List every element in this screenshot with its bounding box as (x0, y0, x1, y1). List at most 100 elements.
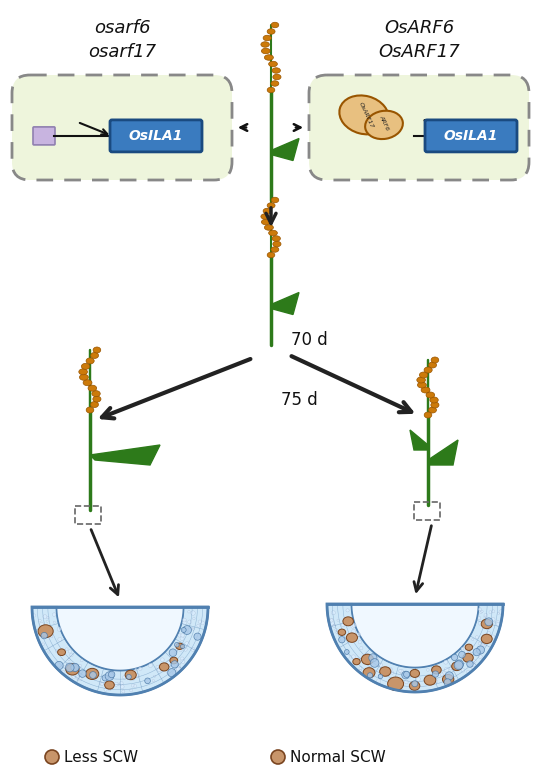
Text: ARF6: ARF6 (378, 114, 390, 131)
Ellipse shape (188, 611, 190, 613)
Ellipse shape (336, 631, 338, 633)
Ellipse shape (171, 660, 174, 662)
Ellipse shape (156, 665, 159, 669)
Ellipse shape (378, 674, 383, 679)
Ellipse shape (351, 636, 354, 639)
Ellipse shape (171, 665, 175, 669)
Ellipse shape (42, 631, 45, 634)
Ellipse shape (114, 682, 118, 687)
Ellipse shape (432, 665, 441, 674)
Ellipse shape (175, 651, 177, 653)
Ellipse shape (499, 610, 504, 614)
Ellipse shape (478, 621, 483, 626)
Ellipse shape (418, 382, 426, 388)
Ellipse shape (191, 647, 195, 651)
Ellipse shape (432, 671, 439, 677)
Ellipse shape (343, 617, 353, 626)
Ellipse shape (359, 666, 362, 669)
Ellipse shape (187, 628, 190, 631)
Ellipse shape (92, 391, 100, 396)
Ellipse shape (477, 646, 485, 654)
Ellipse shape (178, 633, 181, 637)
Ellipse shape (86, 358, 94, 364)
Ellipse shape (68, 658, 70, 661)
Ellipse shape (391, 671, 394, 674)
Ellipse shape (330, 619, 333, 622)
Ellipse shape (263, 208, 271, 213)
Ellipse shape (379, 663, 382, 667)
Ellipse shape (135, 668, 137, 671)
Ellipse shape (497, 620, 499, 623)
Ellipse shape (183, 626, 192, 634)
Ellipse shape (489, 611, 492, 614)
Ellipse shape (481, 610, 483, 612)
Ellipse shape (339, 95, 388, 135)
Ellipse shape (400, 681, 403, 683)
Ellipse shape (461, 655, 466, 659)
Ellipse shape (481, 642, 485, 646)
Ellipse shape (393, 680, 397, 684)
Ellipse shape (445, 672, 453, 680)
Ellipse shape (90, 672, 96, 679)
Ellipse shape (431, 402, 439, 408)
Ellipse shape (91, 353, 98, 358)
Ellipse shape (70, 654, 73, 657)
Ellipse shape (81, 364, 90, 369)
Ellipse shape (90, 401, 98, 407)
Ellipse shape (339, 637, 345, 643)
Ellipse shape (185, 641, 189, 646)
Polygon shape (410, 430, 428, 450)
Ellipse shape (444, 668, 448, 672)
Ellipse shape (134, 684, 137, 687)
Ellipse shape (161, 669, 163, 672)
Ellipse shape (337, 619, 339, 621)
Ellipse shape (71, 663, 79, 672)
Ellipse shape (261, 48, 270, 54)
Ellipse shape (181, 644, 185, 648)
FancyBboxPatch shape (33, 127, 55, 145)
Ellipse shape (428, 362, 437, 368)
Ellipse shape (497, 612, 500, 615)
Text: Normal SCW: Normal SCW (290, 749, 386, 765)
Ellipse shape (41, 633, 48, 639)
Ellipse shape (492, 618, 495, 621)
Ellipse shape (86, 407, 94, 413)
Ellipse shape (138, 667, 142, 670)
Ellipse shape (104, 688, 107, 691)
Ellipse shape (416, 677, 420, 681)
Polygon shape (90, 445, 160, 465)
Ellipse shape (388, 677, 404, 691)
Ellipse shape (148, 663, 153, 668)
Ellipse shape (335, 629, 338, 631)
Ellipse shape (271, 247, 279, 253)
Ellipse shape (478, 642, 481, 645)
Ellipse shape (459, 651, 465, 658)
Ellipse shape (61, 670, 65, 675)
Ellipse shape (485, 634, 488, 637)
Ellipse shape (410, 669, 419, 677)
Ellipse shape (58, 649, 65, 655)
Ellipse shape (358, 640, 362, 644)
Ellipse shape (197, 624, 200, 627)
Ellipse shape (388, 669, 392, 672)
Ellipse shape (173, 671, 176, 675)
Ellipse shape (267, 29, 275, 34)
FancyBboxPatch shape (425, 120, 517, 152)
Ellipse shape (352, 630, 355, 633)
Ellipse shape (365, 654, 369, 658)
Ellipse shape (359, 669, 361, 672)
Ellipse shape (360, 647, 363, 650)
Ellipse shape (53, 621, 55, 623)
Ellipse shape (32, 614, 36, 617)
Ellipse shape (455, 660, 464, 669)
Ellipse shape (351, 655, 355, 659)
Polygon shape (327, 604, 503, 692)
FancyBboxPatch shape (309, 75, 529, 180)
Ellipse shape (333, 624, 335, 626)
Ellipse shape (443, 675, 454, 684)
Ellipse shape (366, 672, 369, 675)
Ellipse shape (330, 622, 334, 626)
Ellipse shape (345, 650, 349, 655)
Ellipse shape (377, 679, 381, 683)
Ellipse shape (181, 659, 185, 664)
